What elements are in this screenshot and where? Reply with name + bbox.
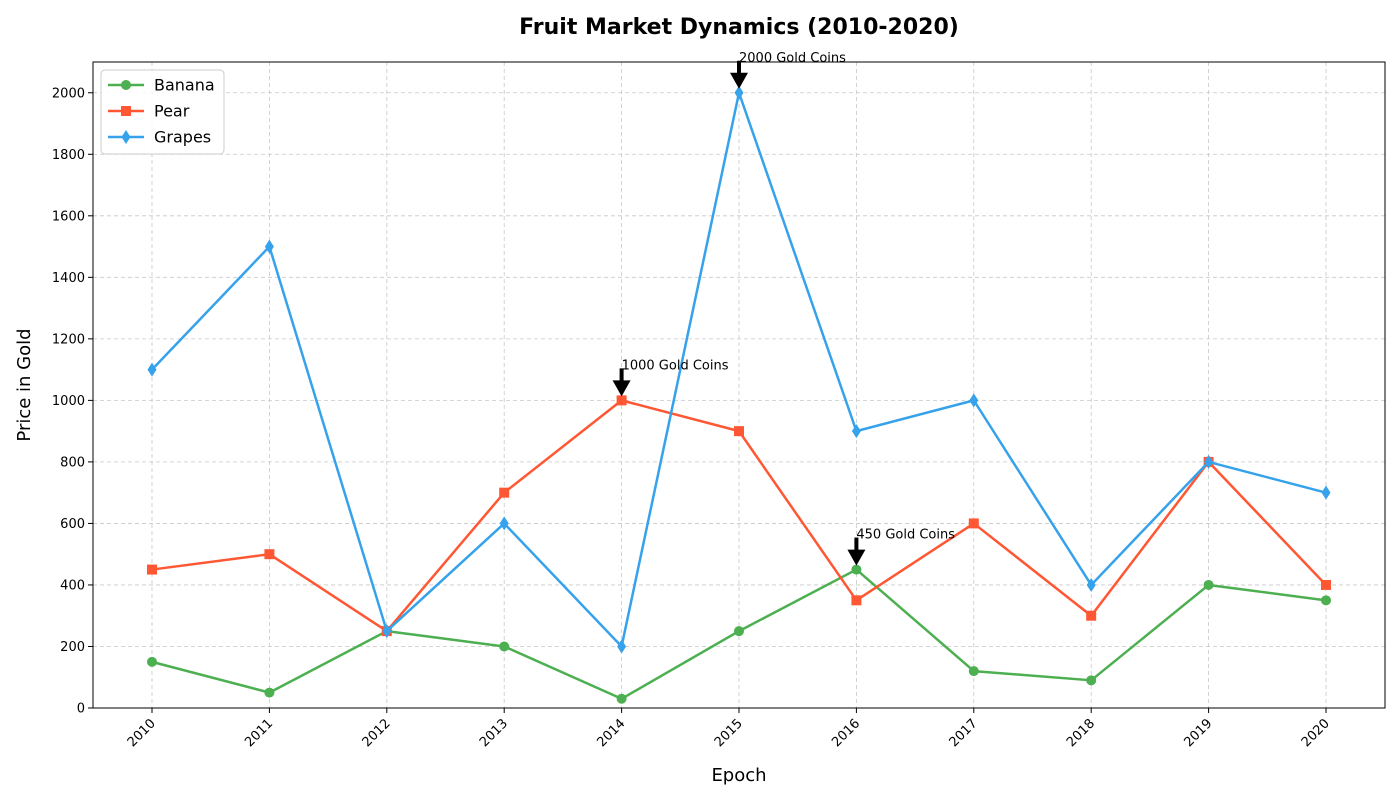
annotation-label: 450 Gold Coins (856, 528, 955, 543)
legend-swatch-marker (121, 130, 131, 144)
annotation-arrow-shaft (854, 537, 859, 552)
y-tick-label: 1800 (52, 148, 85, 163)
data-point-grapes (617, 639, 627, 654)
data-point-pear (851, 595, 862, 606)
annotation-arrow-shaft (619, 368, 624, 383)
annotation-arrow-head (730, 72, 748, 89)
data-point-pear (1321, 579, 1331, 590)
chart-title: Fruit Market Dynamics (2010-2020) (519, 15, 959, 40)
legend-swatch-marker (121, 80, 131, 90)
legend-swatch-marker (121, 106, 131, 116)
data-point-grapes (147, 362, 157, 377)
data-point-banana (851, 564, 862, 575)
data-point-pear (147, 564, 157, 575)
data-point-banana (264, 687, 275, 698)
data-point-pear (499, 487, 510, 498)
x-tick-label: 2016 (829, 716, 863, 750)
y-tick-label: 1400 (52, 271, 85, 286)
data-point-banana (147, 656, 157, 667)
data-point-grapes (382, 624, 392, 639)
y-tick-label: 1200 (52, 332, 85, 347)
axes-layer: 0 200 400 600 800 1000 1200 1400 1600 1800 2000 201… (52, 61, 1386, 750)
data-point-pear (616, 395, 627, 406)
data-point-grapes (851, 424, 861, 439)
legend: Banana Pear Grapes (100, 69, 225, 155)
x-tick-label: 2018 (1064, 716, 1098, 750)
data-point-grapes (1204, 454, 1214, 469)
data-point-grapes (1086, 577, 1096, 592)
data-point-banana (1203, 579, 1214, 590)
x-tick-label: 2017 (947, 716, 981, 750)
x-tick-label: 2011 (242, 716, 276, 750)
y-tick-label: 1600 (52, 209, 85, 224)
data-point-pear (734, 426, 744, 437)
data-point-banana (499, 641, 510, 652)
legend-label: Pear (154, 102, 190, 121)
x-tick-label: 2014 (594, 716, 628, 750)
y-tick-label: 0 (77, 702, 85, 717)
data-point-grapes (1321, 485, 1331, 500)
x-axis-label: Epoch (711, 765, 766, 786)
annotation-arrow-head (612, 380, 631, 397)
y-tick-label: 1000 (52, 394, 85, 409)
legend-entry-grapes: Grapes (108, 128, 211, 147)
x-tick-label: 2020 (1299, 716, 1333, 750)
legend-entry-pear: Pear (108, 102, 190, 121)
grid-layer (93, 62, 1385, 709)
data-point-grapes (969, 393, 979, 408)
series-banana (147, 564, 1331, 704)
series-grapes (147, 85, 1331, 654)
data-point-pear (1086, 610, 1097, 621)
data-point-grapes (264, 239, 274, 254)
data-point-pear (968, 518, 979, 529)
data-point-pear (264, 549, 275, 560)
annotation-label: 1000 Gold Coins (622, 358, 729, 373)
y-axis-label: Price in Gold (14, 328, 35, 441)
annotation-arrow-shaft (737, 60, 741, 75)
annotation-arrow-head (847, 549, 866, 566)
data-point-grapes (734, 85, 744, 100)
x-tick-label: 2010 (125, 716, 159, 750)
data-point-banana (1321, 595, 1331, 606)
x-tick-label: 2019 (1181, 716, 1215, 750)
x-tick-label: 2012 (360, 716, 394, 750)
legend-entry-banana: Banana (108, 76, 215, 95)
series-layer (147, 85, 1331, 704)
y-tick-label: 400 (60, 578, 85, 593)
annotation-label: 2000 Gold Coins (739, 51, 846, 66)
x-tick-label: 2015 (712, 716, 746, 750)
y-tick-label: 600 (60, 517, 85, 532)
data-point-banana (1086, 675, 1097, 686)
data-point-banana (968, 666, 979, 677)
x-tick-label: 2013 (477, 716, 511, 750)
legend-label: Banana (154, 76, 215, 95)
data-point-banana (734, 626, 744, 637)
y-tick-label: 2000 (52, 86, 85, 101)
y-tick-label: 200 (60, 640, 85, 655)
annotation-layer: 1000 Gold Coins 2000 Gold Coins 450 Gold C… (612, 51, 955, 566)
legend-box (100, 69, 225, 155)
data-point-banana (616, 693, 627, 704)
data-point-grapes (499, 516, 509, 531)
legend-label: Grapes (154, 128, 211, 147)
y-tick-label: 800 (60, 455, 85, 470)
